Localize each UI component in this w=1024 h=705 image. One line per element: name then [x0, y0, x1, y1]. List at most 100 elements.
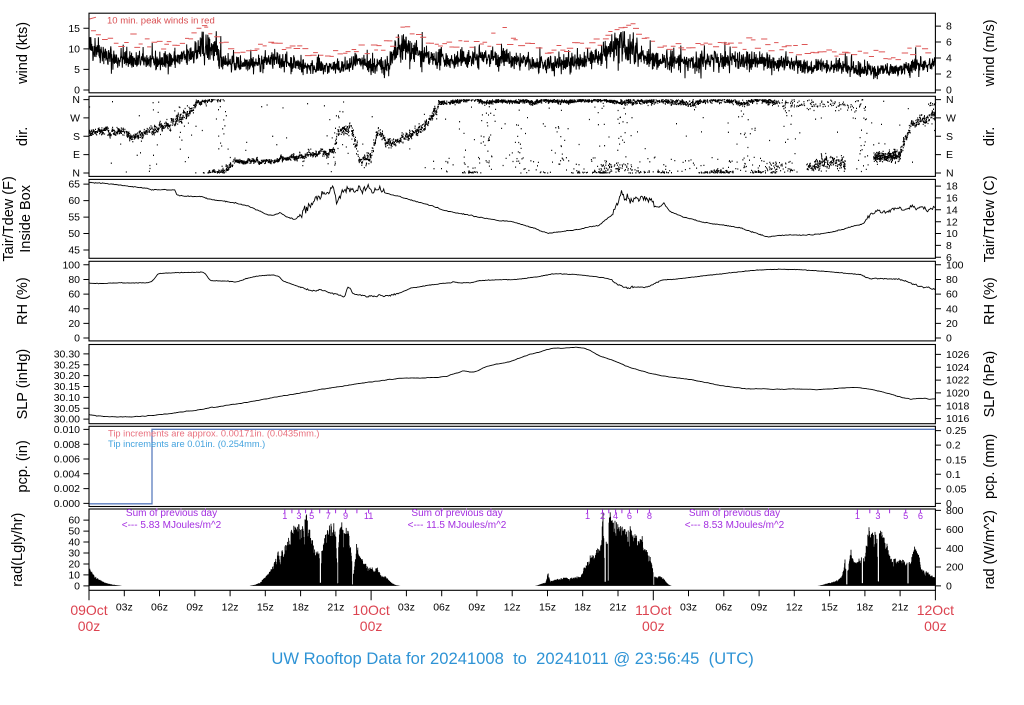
svg-text:60: 60 [68, 195, 80, 207]
svg-text:3: 3 [296, 511, 301, 521]
svg-text:rad(Lgly/hr): rad(Lgly/hr) [10, 513, 26, 587]
svg-text:03z: 03z [680, 602, 697, 614]
svg-text:8: 8 [946, 21, 952, 33]
svg-text:60: 60 [68, 515, 80, 527]
svg-text:N: N [72, 168, 80, 180]
svg-text:0.2: 0.2 [946, 440, 961, 452]
svg-text:0.15: 0.15 [946, 454, 967, 466]
svg-text:30: 30 [68, 548, 80, 560]
svg-text:5: 5 [309, 511, 314, 521]
svg-text:15z: 15z [821, 602, 838, 614]
svg-text:SLP (hPa): SLP (hPa) [982, 351, 998, 418]
svg-text:0: 0 [946, 498, 952, 510]
svg-text:45: 45 [68, 245, 80, 257]
svg-text:UW Rooftop Data for 20241008: UW Rooftop Data for 20241008 to 20241011… [271, 649, 753, 668]
svg-text:12Oct: 12Oct [917, 602, 954, 618]
svg-text:60: 60 [946, 289, 958, 301]
svg-text:Tip increments are approx. 0.0: Tip increments are approx. 0.00171in. (0… [108, 429, 320, 439]
svg-text:0.25: 0.25 [946, 425, 967, 437]
svg-text:50: 50 [68, 526, 80, 538]
svg-text:Tair/Tdew (F): Tair/Tdew (F) [1, 176, 17, 261]
svg-text:00z: 00z [78, 618, 101, 634]
svg-text:12: 12 [946, 216, 958, 228]
svg-text:SLP (inHg): SLP (inHg) [15, 349, 31, 420]
svg-text:dir.: dir. [982, 127, 998, 146]
svg-text:Sum of previous day: Sum of previous day [126, 508, 217, 519]
svg-text:W: W [946, 113, 956, 125]
svg-text:N: N [946, 94, 954, 106]
svg-text:00z: 00z [642, 618, 665, 634]
svg-text:0: 0 [946, 85, 952, 97]
svg-text:09z: 09z [751, 602, 768, 614]
svg-text:6: 6 [918, 511, 923, 521]
svg-text:0: 0 [74, 333, 80, 345]
svg-text:06z: 06z [151, 602, 168, 614]
svg-text:21z: 21z [327, 602, 344, 614]
svg-text:0.1: 0.1 [946, 469, 961, 481]
svg-text:1: 1 [585, 511, 590, 521]
svg-text:6: 6 [946, 252, 952, 264]
svg-text:14: 14 [946, 204, 958, 216]
svg-text:5: 5 [903, 511, 908, 521]
svg-text:Tair/Tdew (C): Tair/Tdew (C) [982, 175, 998, 262]
svg-text:E: E [73, 149, 80, 161]
svg-text:06z: 06z [715, 602, 732, 614]
svg-text:09Oct: 09Oct [70, 602, 107, 618]
svg-text:15z: 15z [257, 602, 274, 614]
svg-text:8: 8 [647, 511, 652, 521]
svg-text:03z: 03z [398, 602, 415, 614]
svg-text:10Oct: 10Oct [352, 602, 389, 618]
svg-text:6: 6 [627, 511, 632, 521]
svg-text:S: S [946, 131, 953, 143]
svg-text:30.20: 30.20 [54, 370, 80, 382]
svg-text:30.25: 30.25 [54, 359, 80, 371]
svg-text:40: 40 [68, 303, 80, 315]
svg-text:21z: 21z [892, 602, 909, 614]
svg-text:wind (m/s): wind (m/s) [982, 19, 998, 87]
svg-text:pcp. (mm): pcp. (mm) [982, 434, 998, 499]
svg-text:21z: 21z [610, 602, 627, 614]
svg-text:15: 15 [68, 23, 80, 35]
svg-text:0.006: 0.006 [54, 454, 80, 466]
svg-text:0.004: 0.004 [54, 468, 80, 480]
svg-text:Sum of previous day: Sum of previous day [689, 508, 780, 519]
svg-text:0: 0 [946, 581, 952, 593]
svg-text:0.002: 0.002 [54, 483, 80, 495]
svg-text:15z: 15z [539, 602, 556, 614]
svg-text:200: 200 [946, 562, 964, 574]
svg-text:1016: 1016 [946, 413, 970, 425]
svg-text:4: 4 [946, 53, 952, 65]
svg-text:30.30: 30.30 [54, 349, 80, 361]
svg-text:2: 2 [946, 69, 952, 81]
svg-text:18z: 18z [574, 602, 591, 614]
svg-text:1026: 1026 [946, 349, 970, 361]
svg-text:30.05: 30.05 [54, 403, 80, 415]
svg-text:65: 65 [68, 179, 80, 191]
svg-text:W: W [70, 113, 80, 125]
svg-text:1024: 1024 [946, 362, 970, 374]
svg-text:09z: 09z [468, 602, 485, 614]
svg-text:S: S [73, 131, 80, 143]
svg-text:00z: 00z [360, 618, 383, 634]
svg-text:3: 3 [875, 511, 880, 521]
svg-text:55: 55 [68, 212, 80, 224]
svg-text:1022: 1022 [946, 375, 970, 387]
svg-text:<--- 5.83 MJoules/m^2: <--- 5.83 MJoules/m^2 [122, 520, 222, 531]
svg-text:16: 16 [946, 193, 958, 205]
svg-text:0: 0 [74, 85, 80, 97]
svg-text:100: 100 [62, 259, 80, 271]
svg-text:10: 10 [68, 44, 80, 56]
svg-text:0.05: 0.05 [946, 483, 967, 495]
svg-text:11: 11 [364, 511, 374, 521]
svg-text:10 min. peak winds in red: 10 min. peak winds in red [107, 16, 215, 27]
svg-text:RH (%): RH (%) [982, 277, 998, 325]
svg-text:8: 8 [946, 240, 952, 252]
svg-text:0.010: 0.010 [54, 424, 80, 436]
svg-text:E: E [946, 149, 953, 161]
svg-text:12z: 12z [504, 602, 521, 614]
svg-text:4: 4 [613, 511, 618, 521]
svg-text:wind (kts): wind (kts) [15, 22, 31, 85]
svg-text:80: 80 [946, 274, 958, 286]
svg-text:30.10: 30.10 [54, 392, 80, 404]
svg-text:RH (%): RH (%) [15, 277, 31, 325]
